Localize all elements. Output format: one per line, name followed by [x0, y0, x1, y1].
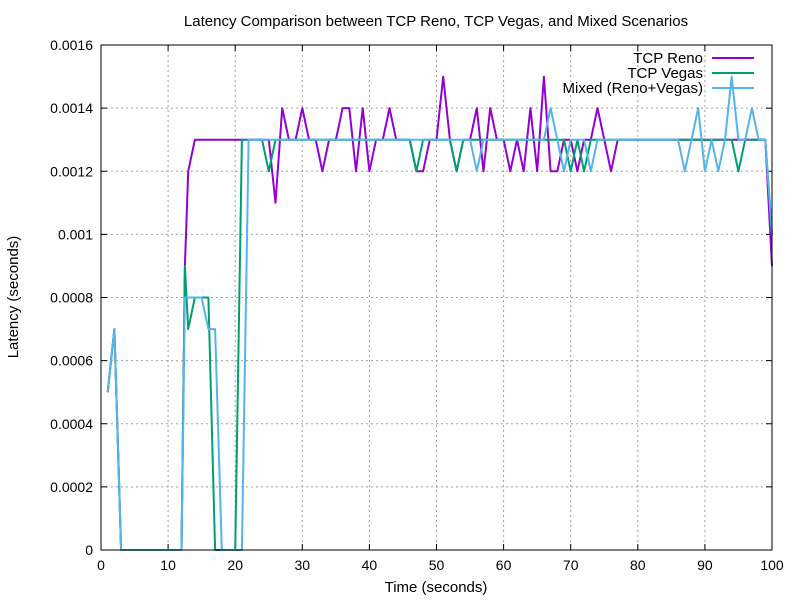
series-group	[106, 75, 773, 551]
y-tick-label: 0.0014	[50, 100, 93, 116]
x-tick-label: 70	[563, 557, 579, 573]
y-tick-label: 0.0006	[50, 353, 93, 369]
x-tick-label: 20	[227, 557, 243, 573]
y-tick-label: 0.0012	[50, 163, 93, 179]
x-tick-label: 60	[496, 557, 512, 573]
x-tick-label: 10	[160, 557, 176, 573]
y-tick-label: 0.0002	[50, 479, 93, 495]
y-axis-label: Latency (seconds)	[5, 236, 22, 359]
x-tick-label: 50	[429, 557, 445, 573]
x-tick-label: 90	[697, 557, 713, 573]
x-tick-label: 100	[760, 557, 784, 573]
series-line-mixed-reno-vegas	[106, 75, 773, 551]
x-tick-label: 30	[295, 557, 311, 573]
axis-ticks: 0 10 20 30 40 50 60 70 80 90 100 0 0.0002 0.0004 0.000…	[50, 37, 784, 573]
y-tick-label: 0	[85, 542, 93, 558]
y-tick-label: 0.0008	[50, 290, 93, 306]
legend-label-mixed-reno-vegas: Mixed (Reno+Vegas)	[563, 80, 704, 97]
chart-title: Latency Comparison between TCP Reno, TCP…	[184, 13, 688, 30]
y-tick-label: 0.001	[58, 226, 93, 242]
x-tick-label: 80	[630, 557, 646, 573]
y-tick-label: 0.0016	[50, 37, 93, 53]
y-tick-label: 0.0004	[50, 416, 93, 432]
x-axis-label: Time (seconds)	[385, 579, 488, 596]
plot-frame	[100, 44, 773, 551]
legend-label-tcp-vegas: TCP Vegas	[627, 65, 703, 82]
x-tick-label: 0	[97, 557, 105, 573]
legend-label-tcp-reno: TCP Reno	[633, 50, 703, 67]
x-tick-label: 40	[362, 557, 378, 573]
